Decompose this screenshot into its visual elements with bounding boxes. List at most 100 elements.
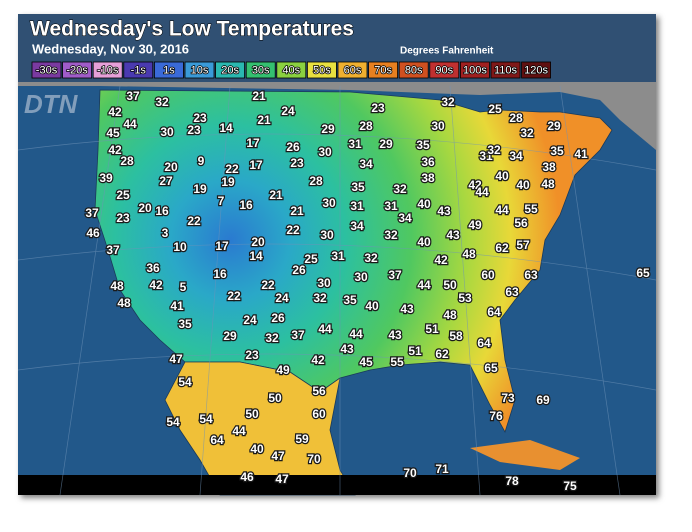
temperature-label: 9	[198, 154, 205, 168]
temperature-label: 27	[159, 174, 173, 188]
legend-label: 60s	[344, 64, 362, 76]
legend-swatch	[92, 61, 123, 79]
temperature-label: 73	[501, 391, 515, 405]
temperature-label: 29	[547, 119, 561, 133]
temperature-label: 29	[223, 329, 237, 343]
temperature-label: 43	[340, 342, 354, 356]
temperature-label: 28	[309, 174, 323, 188]
temperature-label: 42	[434, 253, 448, 267]
temperature-label: 42	[108, 143, 122, 157]
temperature-label: 48	[110, 279, 124, 293]
temperature-label: 51	[425, 322, 439, 336]
temperature-label: 37	[126, 89, 140, 103]
temperature-label: 65	[636, 266, 650, 280]
temperature-label: 32	[265, 331, 279, 345]
temperature-label: 42	[149, 278, 163, 292]
temperature-label: 43	[437, 204, 451, 218]
temperature-label: 37	[388, 268, 402, 282]
title: Wednesday's Low Temperatures	[30, 18, 354, 41]
temperature-label: 32	[393, 182, 407, 196]
temperature-label: 54	[166, 415, 180, 429]
temperature-label: 44	[123, 117, 137, 131]
temperature-label: 14	[219, 121, 233, 135]
temperature-label: 23	[371, 101, 385, 115]
temperature-label: 54	[199, 412, 213, 426]
legend-swatch	[245, 61, 276, 79]
temperature-label: 36	[421, 155, 435, 169]
temperature-label: 30	[160, 125, 174, 139]
temperature-label: 22	[227, 289, 241, 303]
legend-swatch	[31, 61, 62, 79]
temperature-label: 23	[187, 123, 201, 137]
temperature-label: 21	[252, 89, 266, 103]
temperature-label: 40	[250, 442, 264, 456]
temperature-label: 30	[322, 196, 336, 210]
temperature-label: 50	[443, 278, 457, 292]
legend-label: 30s	[252, 64, 270, 76]
temperature-label: 49	[276, 363, 290, 377]
temperature-label: 22	[225, 162, 239, 176]
temperature-label: 50	[268, 391, 282, 405]
temperature-label: 48	[117, 296, 131, 310]
legend-label: -10s	[97, 64, 119, 76]
logo: DTN	[24, 89, 79, 119]
temperature-label: 30	[317, 276, 331, 290]
temperature-label: 34	[359, 157, 373, 171]
temperature-label: 38	[421, 171, 435, 185]
temperature-label: 55	[524, 202, 538, 216]
legend-label: 90s	[435, 64, 453, 76]
temperature-label: 58	[449, 329, 463, 343]
legend-label: 80s	[405, 64, 423, 76]
temperature-label: 40	[365, 299, 379, 313]
temperature-label: 45	[106, 126, 120, 140]
legend-swatch	[215, 61, 246, 79]
temperature-label: 20	[138, 201, 152, 215]
temperature-label: 16	[239, 198, 253, 212]
temperature-label: 34	[509, 149, 523, 163]
legend-swatch	[306, 61, 337, 79]
temperature-label: 35	[351, 180, 365, 194]
temperature-label: 23	[290, 156, 304, 170]
temperature-label: 43	[388, 328, 402, 342]
legend-label: -20s	[66, 64, 88, 76]
temperature-label: 44	[232, 424, 246, 438]
temperature-label: 20	[251, 235, 265, 249]
temperature-label: 30	[354, 270, 368, 284]
temperature-label: 31	[331, 249, 345, 263]
temperature-label: 29	[321, 122, 335, 136]
legend-swatch	[521, 61, 551, 79]
temperature-label: 32	[441, 95, 455, 109]
temperature-label: 42	[311, 353, 325, 367]
temperature-label: 42	[108, 105, 122, 119]
legend-label: 1s	[163, 64, 175, 76]
temperature-label: 44	[318, 322, 332, 336]
temperature-label: 76	[489, 409, 503, 423]
temperature-label: 62	[435, 347, 449, 361]
temperature-label: 48	[541, 177, 555, 191]
temperature-label: 60	[481, 268, 495, 282]
temperature-label: 32	[155, 95, 169, 109]
temperature-label: 21	[269, 188, 283, 202]
temperature-label: 47	[169, 352, 183, 366]
temperature-label: 65	[484, 361, 498, 375]
temperature-label: 17	[249, 158, 263, 172]
temperature-label: 37	[85, 206, 99, 220]
subtitle: Wednesday, Nov 30, 2016	[32, 41, 189, 56]
legend-label: 120s	[524, 64, 548, 76]
temperature-label: 75	[563, 479, 577, 493]
temperature-label: 36	[146, 261, 160, 275]
legend-label: 20s	[221, 64, 239, 76]
legend-swatch	[337, 61, 368, 79]
temperature-label: 40	[417, 235, 431, 249]
temperature-label: 28	[120, 154, 134, 168]
temperature-label: 20	[164, 160, 178, 174]
temperature-label: 29	[379, 137, 393, 151]
temperature-label: 35	[178, 317, 192, 331]
legend-swatch	[398, 61, 429, 79]
temperature-label: 56	[514, 216, 528, 230]
temperature-label: 31	[348, 137, 362, 151]
temperature-label: 48	[462, 247, 476, 261]
temperature-label: 44	[417, 278, 431, 292]
temperature-label: 47	[275, 472, 289, 486]
units: Degrees Fahrenheit	[400, 46, 494, 57]
